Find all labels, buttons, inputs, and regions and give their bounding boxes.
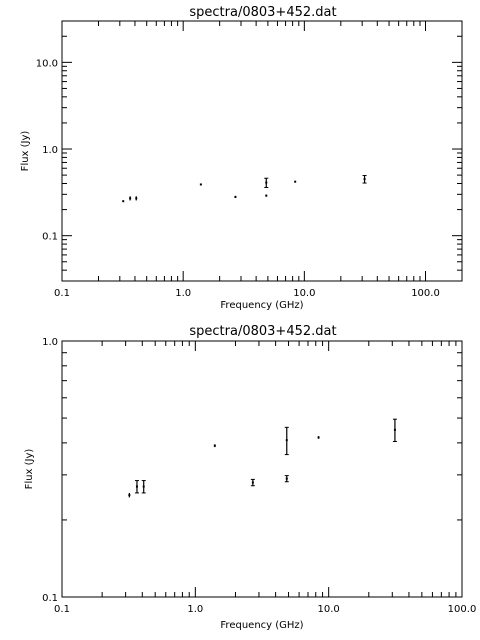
data-point [317, 436, 320, 439]
chart-title-top: spectra/0803+452.dat [189, 5, 336, 20]
y-tick-label: 10.0 [36, 58, 58, 69]
y-axis-label-top: Flux (Jy) [20, 131, 31, 172]
data-marker [234, 195, 237, 198]
data-point [134, 480, 139, 494]
data-marker [128, 494, 131, 497]
y-axis-label-bottom: Flux (Jy) [24, 449, 35, 490]
data-point [141, 480, 146, 494]
data-point [135, 196, 138, 201]
data-marker [199, 183, 202, 186]
y-tick-label: 0.1 [42, 232, 58, 243]
x-tick-label: 10.0 [318, 604, 340, 615]
data-marker [129, 197, 132, 200]
x-tick-label: 1.0 [187, 604, 203, 615]
x-tick-label: 100.0 [448, 604, 477, 615]
data-point [265, 194, 268, 197]
data-point [128, 492, 131, 498]
y-tick-label: 0.1 [42, 593, 58, 604]
x-axis-label-bottom: Frequency (GHz) [220, 620, 303, 631]
y-tick-label: 1.0 [42, 337, 58, 348]
axis-ticks-bottom: 0.1 1.0 10.0 100.0 0.1 1.0 [42, 337, 476, 615]
data-point [199, 183, 202, 186]
data-point [294, 180, 297, 183]
plot-frame-bottom [61, 340, 463, 598]
y-tick-label: 1.0 [42, 145, 58, 156]
data-marker [135, 485, 138, 488]
axis-ticks-top: 0.1 1.0 10.0 100.0 0.1 1.0 10.0 [36, 20, 463, 299]
x-tick-label: 100.0 [411, 288, 440, 299]
data-marker [135, 197, 138, 200]
data-marker [213, 444, 216, 447]
x-axis-label-top: Frequency (GHz) [220, 300, 303, 311]
data-marker [285, 477, 288, 480]
data-marker [393, 428, 396, 431]
data-point [122, 200, 125, 203]
data-marker [317, 436, 320, 439]
data-point [234, 195, 237, 199]
data-point [129, 196, 132, 201]
data-marker [285, 439, 288, 442]
plot-frame-top [61, 20, 463, 282]
chart-panel-bottom: spectra/0803+452.dat 0.1 1.0 10.0 100.0 0.1 1… [24, 324, 476, 631]
data-marker [265, 181, 268, 184]
x-tick-label: 0.1 [54, 604, 70, 615]
chart-panel-top: spectra/0803+452.dat 0.1 1.0 10.0 100.0 0.1 1… [20, 5, 463, 311]
data-marker [142, 485, 145, 488]
data-point [284, 475, 289, 483]
data-point [362, 174, 367, 184]
data-point [284, 426, 289, 456]
x-tick-label: 1.0 [175, 288, 191, 299]
data-marker [265, 194, 268, 197]
data-marker [294, 180, 297, 183]
data-marker [251, 481, 254, 484]
data-points-bottom [128, 418, 397, 498]
data-marker [363, 178, 366, 181]
data-point [264, 177, 269, 188]
x-tick-label: 0.1 [54, 288, 70, 299]
data-point [213, 444, 216, 448]
x-tick-label: 10.0 [293, 288, 315, 299]
data-point [250, 478, 255, 487]
data-points-top [122, 174, 367, 203]
data-marker [122, 200, 125, 203]
data-point [392, 418, 397, 442]
chart-title-bottom: spectra/0803+452.dat [189, 324, 336, 339]
